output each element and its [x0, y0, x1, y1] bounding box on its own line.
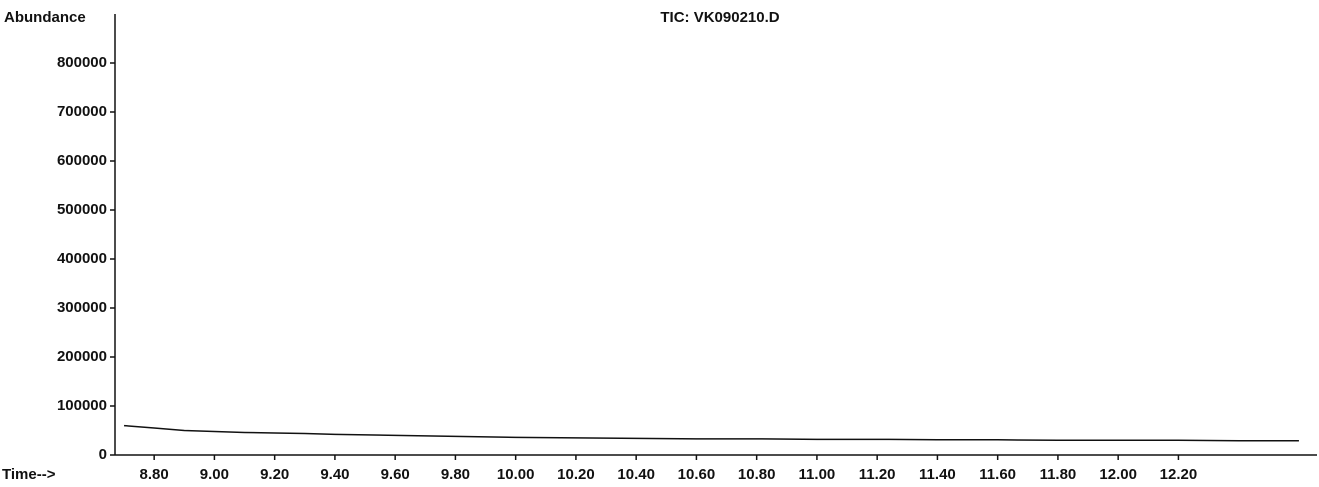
x-tick-label: 9.60: [381, 466, 410, 483]
x-tick-label: 10.00: [497, 466, 535, 483]
y-axis-label: Abundance: [4, 9, 86, 26]
x-tick-label: 9.80: [441, 466, 470, 483]
x-tick-label: 11.20: [859, 466, 896, 483]
x-tick-label: 8.80: [140, 466, 169, 483]
y-tick-label: 300000: [57, 299, 107, 316]
x-tick-label: 10.40: [617, 466, 655, 483]
x-tick-label: 11.80: [1040, 466, 1077, 483]
x-axis-label: Time-->: [2, 466, 56, 483]
x-tick-label: 9.40: [320, 466, 349, 483]
y-tick-label: 100000: [57, 397, 107, 414]
y-tick-label: 600000: [57, 152, 107, 169]
y-tick-label: 800000: [57, 54, 107, 71]
line-series: [123, 424, 1299, 442]
chart-title: TIC: VK090210.D: [660, 9, 779, 26]
x-tick-label: 10.20: [557, 466, 595, 483]
x-tick-label: 11.00: [799, 466, 836, 483]
x-tick-label: 9.20: [260, 466, 289, 483]
x-tick-label: 12.20: [1160, 466, 1198, 483]
x-tick-label: 12.00: [1099, 466, 1137, 483]
y-tick-label: 700000: [57, 103, 107, 120]
y-tick-label: 500000: [57, 201, 107, 218]
x-tick-label: 9.00: [200, 466, 229, 483]
x-tick-label: 10.60: [678, 466, 716, 483]
y-tick-label: 0: [99, 446, 107, 463]
x-tick-label: 10.80: [738, 466, 776, 483]
x-tick-label: 11.60: [979, 466, 1016, 483]
x-tick-label: 11.40: [919, 466, 956, 483]
y-tick-label: 400000: [57, 250, 107, 267]
y-tick-label: 200000: [57, 348, 107, 365]
